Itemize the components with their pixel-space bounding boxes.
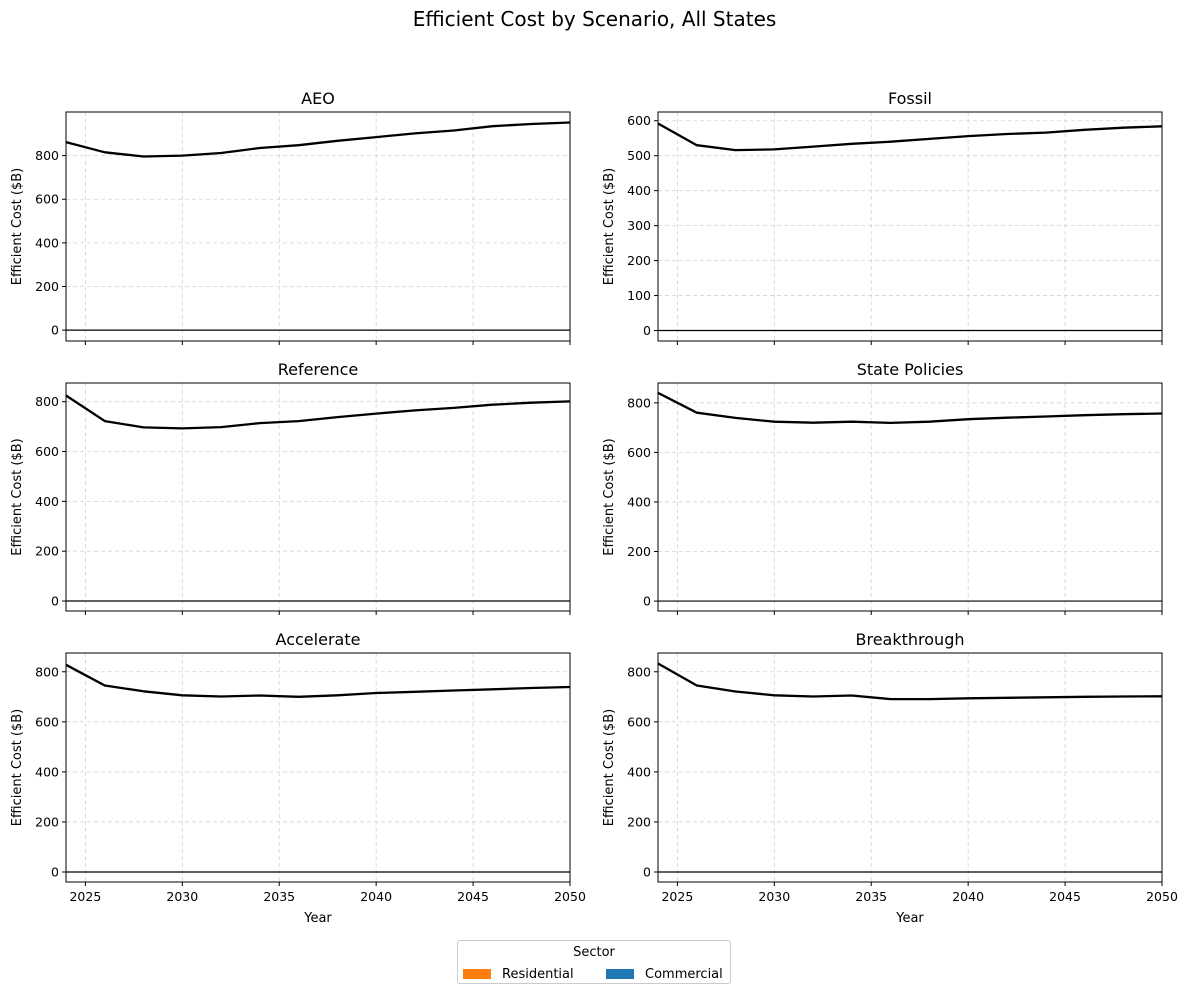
x-tick-label: 2050 [554, 889, 586, 904]
panel-title: Reference [278, 360, 359, 379]
x-tick-label: 2040 [360, 889, 392, 904]
legend-title: Sector [573, 945, 615, 960]
y-axis-label: Efficient Cost ($B) [602, 438, 617, 555]
panel-reference: 0 200 400 600 800 Reference Efficient Cost ($B… [10, 360, 571, 615]
y-tick-label: 200 [627, 253, 651, 268]
x-axis-label: Year [303, 911, 332, 926]
y-tick-label: 200 [35, 279, 59, 294]
y-tick-label: 400 [35, 494, 59, 509]
y-tick-label: 400 [627, 183, 651, 198]
y-axis-label: Efficient Cost ($B) [602, 709, 617, 826]
series-line-accelerate [65, 663, 571, 698]
figure-title: Efficient Cost by Scenario, All States [413, 7, 777, 31]
panel-accelerate: 2025 2030 2035 2040 2045 2050 0 200 400 600 800 Acc… [10, 630, 586, 926]
panel-title: Fossil [888, 89, 932, 108]
x-tick-label: 2030 [166, 889, 198, 904]
x-tick-label: 2045 [1049, 889, 1081, 904]
y-tick-label: 600 [627, 113, 651, 128]
axes-frame [65, 382, 571, 612]
y-tick-label: 600 [627, 714, 651, 729]
y-tick-label: 600 [627, 445, 651, 460]
y-tick-label: 200 [35, 544, 59, 559]
y-tick-label: 600 [35, 714, 59, 729]
panel-title: Breakthrough [856, 630, 965, 649]
panel-breakthrough: 2025 2030 2035 2040 2045 2050 0 200 400 600 800 Bre… [602, 630, 1178, 926]
x-tick-label: 2045 [457, 889, 489, 904]
y-tick-label: 800 [627, 395, 651, 410]
legend-entry-commercial: Commercial [606, 966, 723, 982]
y-tick-label: 800 [35, 394, 59, 409]
legend-entry-residential: Residential [463, 966, 574, 982]
x-tick-label: 2025 [661, 889, 693, 904]
y-tick-label: 200 [627, 544, 651, 559]
legend: Sector Residential Commercial [457, 940, 731, 984]
x-tick-label: 2025 [69, 889, 101, 904]
panel-title: AEO [301, 89, 335, 108]
y-tick-label: 0 [51, 864, 59, 879]
x-tick-label: 2050 [1146, 889, 1178, 904]
y-axis-label: Efficient Cost ($B) [10, 709, 25, 826]
axes-frame [65, 652, 571, 883]
legend-swatch-residential [463, 969, 491, 979]
y-tick-label: 100 [627, 288, 651, 303]
y-tick-label: 600 [35, 192, 59, 207]
axes-frame [65, 111, 571, 342]
series-line-aeo [65, 121, 571, 158]
axes-frame [657, 111, 1163, 342]
y-tick-label: 800 [35, 148, 59, 163]
x-tick-label: 2040 [952, 889, 984, 904]
y-tick-label: 500 [627, 148, 651, 163]
axes-frame [657, 652, 1163, 883]
y-tick-label: 0 [643, 864, 651, 879]
y-tick-label: 0 [643, 594, 651, 609]
panel-fossil: 0 100 200 300 400 500 600 Fossil Efficient Cost … [602, 89, 1163, 345]
y-axis-label: Efficient Cost ($B) [10, 438, 25, 555]
y-tick-label: 300 [627, 218, 651, 233]
y-axis-label: Efficient Cost ($B) [602, 168, 617, 285]
series-line-reference [65, 394, 571, 430]
series-line-fossil [657, 122, 1163, 152]
y-tick-label: 0 [51, 323, 59, 338]
y-tick-label: 400 [35, 235, 59, 250]
panel-title: State Policies [857, 360, 964, 379]
y-tick-label: 0 [51, 594, 59, 609]
y-tick-label: 400 [627, 494, 651, 509]
y-tick-label: 200 [35, 814, 59, 829]
y-tick-label: 600 [35, 444, 59, 459]
series-line-state-policies [657, 391, 1163, 425]
legend-label-commercial: Commercial [645, 966, 723, 982]
y-tick-label: 400 [35, 764, 59, 779]
x-tick-label: 2035 [855, 889, 887, 904]
y-tick-label: 800 [35, 664, 59, 679]
legend-label-residential: Residential [502, 966, 574, 982]
y-tick-label: 800 [627, 664, 651, 679]
axes-frame [657, 382, 1163, 612]
x-tick-label: 2030 [758, 889, 790, 904]
x-tick-label: 2035 [263, 889, 295, 904]
x-axis-label: Year [895, 911, 924, 926]
series-line-breakthrough [657, 662, 1163, 701]
panel-state-policies: 0 200 400 600 800 State Policies Efficient Cos… [602, 360, 1163, 615]
panel-title: Accelerate [276, 630, 361, 649]
panel-aeo: 0 200 400 600 800 AEO Efficient Cost ($B) [10, 89, 571, 345]
y-tick-label: 400 [627, 764, 651, 779]
legend-swatch-commercial [606, 969, 634, 979]
y-axis-label: Efficient Cost ($B) [10, 168, 25, 285]
y-tick-label: 0 [643, 323, 651, 338]
y-tick-label: 200 [627, 814, 651, 829]
